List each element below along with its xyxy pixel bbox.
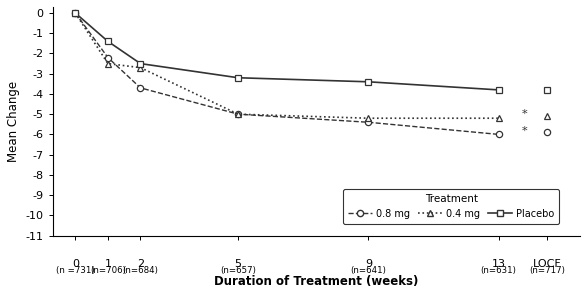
X-axis label: Duration of Treatment (weeks): Duration of Treatment (weeks) [214,275,419,288]
Text: (n=641): (n=641) [350,266,386,275]
Text: (n=684): (n=684) [123,266,158,275]
Text: (n=657): (n=657) [220,266,256,275]
Text: (n=706): (n=706) [90,266,126,275]
Text: *: * [521,126,527,137]
Legend: 0.8 mg, 0.4 mg, Placebo: 0.8 mg, 0.4 mg, Placebo [343,189,559,224]
Y-axis label: Mean Change: Mean Change [7,81,20,162]
Text: (n=631): (n=631) [481,266,517,275]
Text: (n=717): (n=717) [529,266,565,275]
Text: (n =731): (n =731) [56,266,95,275]
Text: *: * [521,109,527,119]
